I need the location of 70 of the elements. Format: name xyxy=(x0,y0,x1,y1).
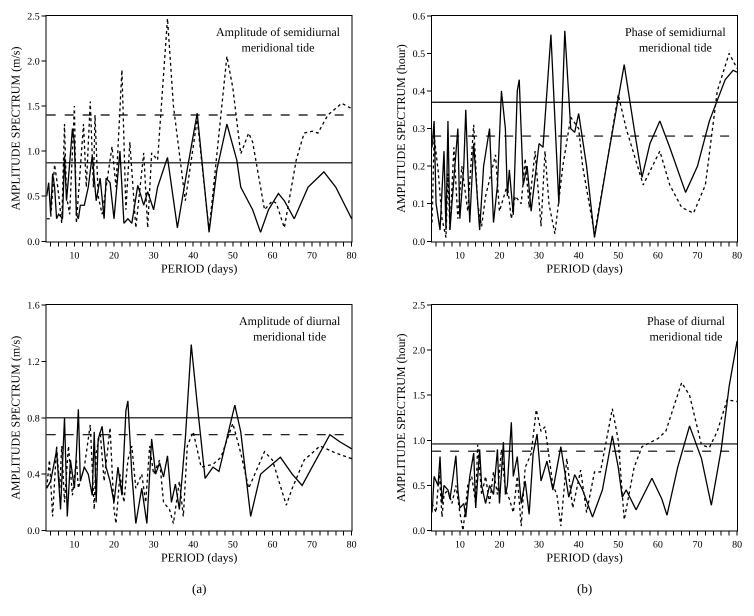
x-tick-label: 80 xyxy=(346,540,357,551)
y-tick-label: 0.4 xyxy=(27,470,40,481)
x-tick-label: 80 xyxy=(732,250,742,262)
text: Phase of semidiurnal meridional tide xyxy=(625,25,726,55)
y-tick-label: 1.5 xyxy=(412,390,426,402)
x-tick-label: 60 xyxy=(652,540,663,551)
x-axis-title: PERIOD (days) xyxy=(546,550,623,565)
text: Amplitude of diurnal meridional tide xyxy=(239,314,341,344)
y-tick-label: 1.2 xyxy=(27,356,40,368)
y-tick-label: 2.0 xyxy=(412,346,426,357)
x-axis-title: PERIOD (days) xyxy=(546,261,623,276)
text: (a) xyxy=(192,581,206,596)
x-tick-label: 30 xyxy=(534,540,544,551)
x-tick-label: 10 xyxy=(454,540,465,551)
x-tick-label: 70 xyxy=(692,540,702,551)
x-tick-label: 70 xyxy=(307,540,318,551)
x-tick-label: 20 xyxy=(494,250,504,262)
text: Amplitude of semidiurnal meridional tide xyxy=(216,25,341,55)
y-tick-label: 2.5 xyxy=(412,300,426,312)
x-tick-label: 50 xyxy=(613,250,624,262)
x-tick-label: 30 xyxy=(534,250,544,262)
y-tick-label: 1.0 xyxy=(412,436,426,447)
y-tick-label: 2.0 xyxy=(27,56,40,68)
x-tick-label: 30 xyxy=(148,540,159,551)
x-axis-title: PERIOD (days) xyxy=(161,550,238,565)
y-tick-label: 0.5 xyxy=(412,48,426,60)
x-tick-label: 10 xyxy=(69,540,80,551)
x-tick-label: 60 xyxy=(267,540,278,551)
y-tick-label: 0.0 xyxy=(412,526,426,538)
y-axis-title: AMPLITUDE SPECTRUM (m/s) xyxy=(8,336,22,500)
y-tick-label: 0.0 xyxy=(27,236,40,248)
x-tick-label: 20 xyxy=(109,250,120,262)
y-tick-label: 0.5 xyxy=(412,480,426,492)
x-tick-label: 20 xyxy=(494,540,504,551)
y-tick-label: 2.5 xyxy=(27,11,40,22)
y-tick-label: 1.6 xyxy=(27,300,40,312)
y-tick-label: 0.4 xyxy=(412,86,426,98)
x-tick-label: 50 xyxy=(228,540,238,551)
y-tick-label: 0.6 xyxy=(412,11,426,22)
x-tick-label: 50 xyxy=(228,250,238,262)
x-tick-label: 20 xyxy=(109,540,120,551)
x-tick-label: 60 xyxy=(267,250,278,262)
y-tick-label: 0.3 xyxy=(412,124,426,136)
text: Phase of diurnal meridional tide xyxy=(647,314,726,344)
y-tick-label: 0.5 xyxy=(27,192,40,203)
y-axis-title: AMPLITUDE SPECTRUM (m/s) xyxy=(8,46,22,211)
y-tick-label: 1.5 xyxy=(27,101,40,112)
x-tick-label: 40 xyxy=(574,250,584,262)
x-tick-label: 40 xyxy=(188,250,198,262)
y-tick-label: 0.8 xyxy=(27,413,40,424)
x-tick-label: 10 xyxy=(454,250,465,262)
y-tick-label: 0.1 xyxy=(412,199,426,210)
x-tick-label: 70 xyxy=(307,250,318,262)
text: (b) xyxy=(577,581,592,596)
x-tick-label: 80 xyxy=(732,540,742,551)
x-tick-label: 30 xyxy=(148,250,159,262)
y-axis-title: AMPLITUDE SPECTRUM (hour) xyxy=(394,44,408,213)
x-tick-label: 60 xyxy=(652,250,663,262)
y-axis-title: AMPLITUDE SPECTRUM (hour) xyxy=(394,333,408,502)
y-tick-label: 1.0 xyxy=(27,146,40,158)
x-tick-label: 10 xyxy=(69,250,80,262)
x-tick-label: 40 xyxy=(188,540,198,551)
x-tick-label: 40 xyxy=(574,540,584,551)
y-tick-label: 0.2 xyxy=(412,162,426,173)
x-tick-label: 70 xyxy=(692,250,702,262)
x-axis-title: PERIOD (days) xyxy=(161,261,238,276)
x-tick-label: 80 xyxy=(346,250,357,262)
y-tick-label: 0.0 xyxy=(27,526,40,538)
y-tick-label: 0.0 xyxy=(412,236,426,248)
x-tick-label: 50 xyxy=(613,540,624,551)
